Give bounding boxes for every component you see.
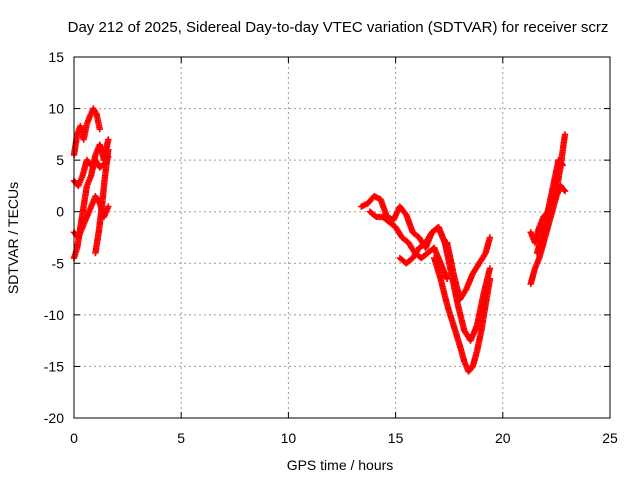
data-point xyxy=(560,186,568,193)
data-point xyxy=(486,234,494,241)
y-tick-label: -15 xyxy=(44,358,64,374)
y-tick-label: -20 xyxy=(44,410,64,426)
y-tick-label: 15 xyxy=(48,49,64,65)
x-tick-label: 25 xyxy=(602,430,618,446)
y-tick-label: -5 xyxy=(52,255,65,271)
y-axis-label: SDTVAR / TECUs xyxy=(5,182,21,294)
x-tick-label: 15 xyxy=(388,430,404,446)
data-point xyxy=(561,131,569,138)
plot-frame xyxy=(73,56,611,419)
y-tick-label: 10 xyxy=(48,101,64,117)
data-point xyxy=(105,146,112,153)
data-point xyxy=(486,265,494,272)
y-tick-label: -10 xyxy=(44,307,64,323)
data-point xyxy=(561,187,569,195)
x-tick-label: 5 xyxy=(177,430,185,446)
x-tick-label: 10 xyxy=(281,430,297,446)
y-tick-label: 0 xyxy=(56,204,64,220)
data-point xyxy=(558,160,565,168)
data-point xyxy=(96,126,103,133)
grid xyxy=(74,57,610,418)
data-point xyxy=(105,203,112,210)
y-tick-label: 5 xyxy=(56,152,64,168)
data-point xyxy=(105,136,112,143)
data-point xyxy=(486,275,494,282)
x-tick-label: 0 xyxy=(70,430,78,446)
data-point xyxy=(559,162,566,169)
x-tick-label: 20 xyxy=(495,430,511,446)
chart-title: Day 212 of 2025, Sidereal Day-to-day VTE… xyxy=(68,19,609,36)
data-points xyxy=(70,105,569,375)
x-axis-label: GPS time / hours xyxy=(287,457,394,473)
axis-ticks: 0 5 10 15 20 25 -20 -15 -10 -5 0 5 10 15 xyxy=(44,49,618,446)
